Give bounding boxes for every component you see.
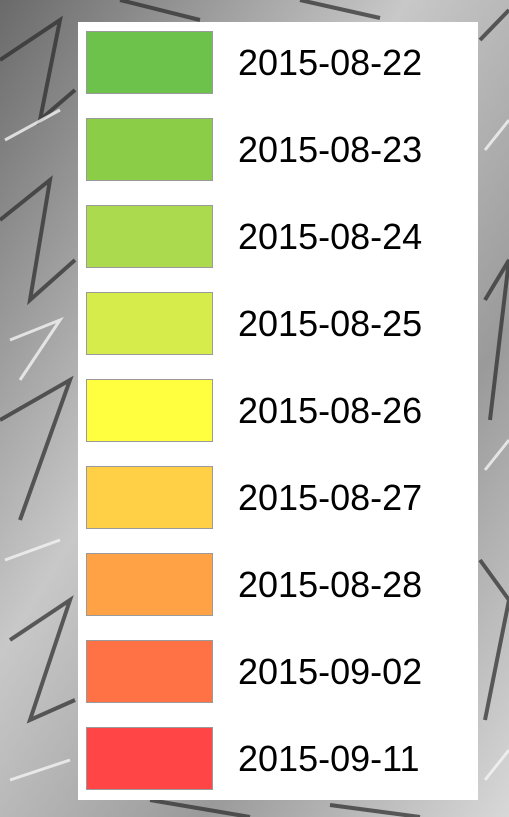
legend-item: 2015-08-23 [86,118,476,182]
legend-label: 2015-08-26 [238,389,422,433]
legend-label: 2015-08-24 [238,215,422,259]
legend-item: 2015-08-25 [86,292,476,356]
legend-label: 2015-09-02 [238,650,422,694]
legend-item: 2015-08-27 [86,466,476,530]
legend-item: 2015-08-26 [86,379,476,443]
legend-swatch [86,118,213,181]
legend-swatch [86,727,213,790]
legend-label: 2015-09-11 [238,737,419,781]
legend-item: 2015-08-22 [86,31,476,95]
legend-label: 2015-08-27 [238,476,422,520]
legend-swatch [86,292,213,355]
legend: 2015-08-22 2015-08-23 2015-08-24 2015-08-25… [78,22,478,800]
legend-item: 2015-09-11 [86,727,476,791]
legend-swatch [86,31,213,94]
legend-item: 2015-09-02 [86,640,476,704]
legend-swatch [86,553,213,616]
legend-label: 2015-08-28 [238,563,422,607]
legend-swatch [86,205,213,268]
legend-item: 2015-08-28 [86,553,476,617]
legend-label: 2015-08-25 [238,302,422,346]
legend-swatch [86,640,213,703]
legend-swatch [86,379,213,442]
legend-label: 2015-08-22 [238,41,422,85]
legend-swatch [86,466,213,529]
legend-label: 2015-08-23 [238,128,422,172]
legend-item: 2015-08-24 [86,205,476,269]
